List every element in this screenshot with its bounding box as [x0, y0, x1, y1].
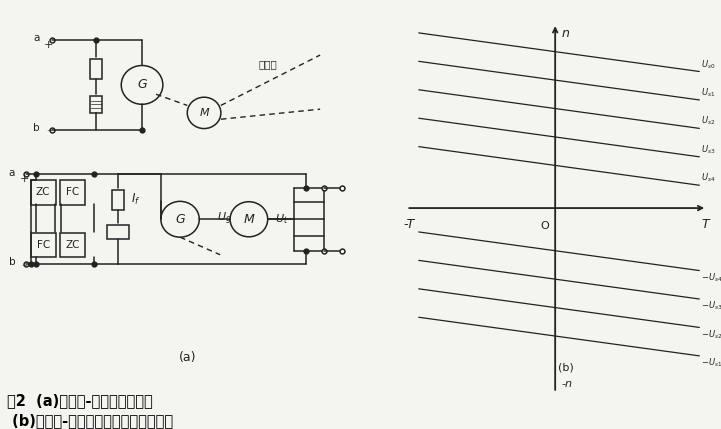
- Text: $U_{s2}$: $U_{s2}$: [701, 115, 715, 127]
- Text: FC: FC: [37, 240, 50, 250]
- Text: $-U_{s3}$: $-U_{s3}$: [701, 300, 721, 312]
- Text: (a): (a): [180, 351, 197, 364]
- Text: M: M: [199, 108, 209, 118]
- Text: $-U_{s2}$: $-U_{s2}$: [701, 328, 721, 341]
- Text: ZC: ZC: [66, 240, 80, 250]
- Text: G: G: [175, 213, 185, 226]
- Text: $-U_{s1}$: $-U_{s1}$: [701, 357, 721, 369]
- Text: O: O: [540, 221, 549, 230]
- Text: a: a: [34, 33, 40, 43]
- Text: (b)发电机-电动机组调速时的机械特性: (b)发电机-电动机组调速时的机械特性: [7, 413, 173, 428]
- Bar: [31, 233, 56, 257]
- Bar: [89, 96, 102, 113]
- Text: ZC: ZC: [36, 187, 50, 197]
- Bar: [89, 59, 102, 79]
- Text: $U_{s4}$: $U_{s4}$: [701, 172, 715, 184]
- Text: -T: -T: [404, 218, 415, 231]
- Text: $U_{s1}$: $U_{s1}$: [701, 87, 715, 99]
- Text: n: n: [562, 27, 570, 40]
- Text: $-U_{s4}$: $-U_{s4}$: [701, 272, 721, 284]
- Text: $I_f$: $I_f$: [131, 192, 141, 207]
- Text: -n: -n: [562, 379, 572, 389]
- Text: b: b: [9, 257, 15, 267]
- Bar: [31, 180, 56, 205]
- Text: $U_t$: $U_t$: [275, 212, 289, 226]
- Text: +: +: [19, 174, 29, 184]
- Text: 图2  (a)发电机-电动机调速电路: 图2 (a)发电机-电动机调速电路: [7, 393, 153, 408]
- Text: a: a: [9, 168, 15, 178]
- Text: $U_{s3}$: $U_{s3}$: [701, 143, 715, 156]
- Text: ⁻: ⁻: [21, 263, 27, 273]
- Text: FC: FC: [66, 187, 79, 197]
- Bar: [61, 180, 85, 205]
- Text: G: G: [137, 79, 147, 91]
- Text: $U_{s0}$: $U_{s0}$: [701, 58, 715, 71]
- Text: M: M: [244, 213, 255, 226]
- Text: (b): (b): [558, 362, 574, 372]
- Text: 输出轴: 输出轴: [259, 59, 278, 69]
- Bar: [107, 225, 129, 239]
- Text: ⁻: ⁻: [46, 128, 52, 139]
- Text: T: T: [702, 218, 709, 231]
- Bar: [61, 233, 85, 257]
- Text: +: +: [44, 39, 53, 50]
- Bar: [112, 190, 124, 210]
- Text: b: b: [33, 123, 40, 133]
- Text: $U_g$: $U_g$: [217, 211, 231, 227]
